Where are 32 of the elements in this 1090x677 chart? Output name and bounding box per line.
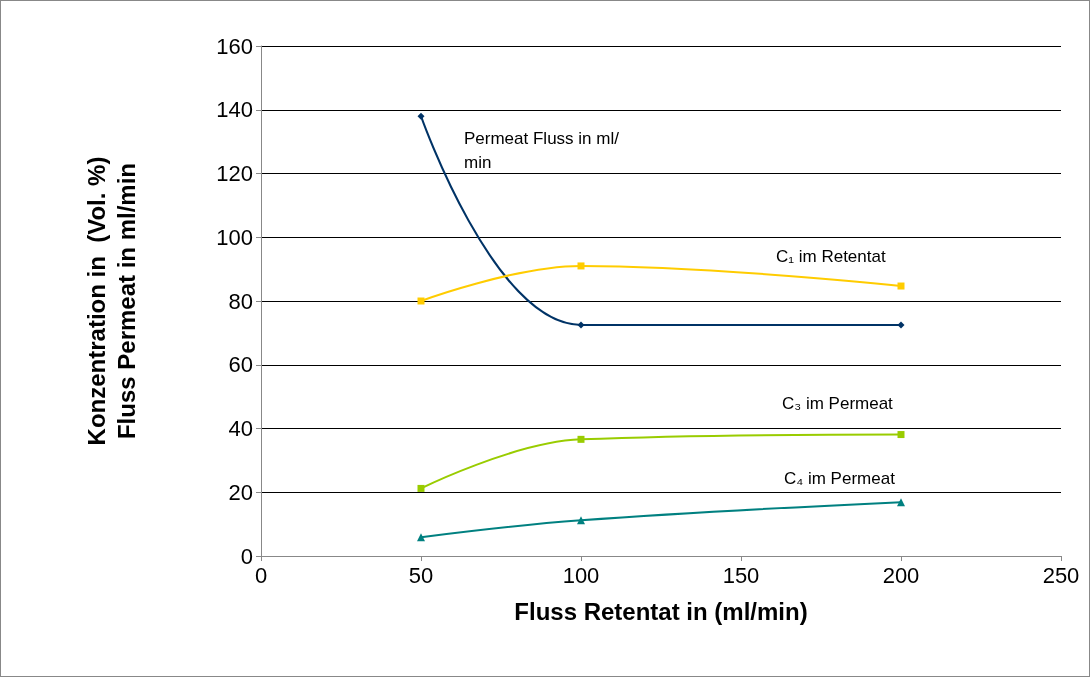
y-tick-label: 80 [228, 288, 253, 314]
y-tick-label: 20 [228, 479, 253, 505]
point [417, 297, 425, 305]
point [897, 282, 905, 290]
point [897, 321, 905, 329]
y-tick-label: 0 [240, 543, 253, 569]
point [577, 435, 585, 443]
y-axis-title: Konzentration in (Vol. %) Fluss Permeat in ml/min [82, 156, 140, 446]
y-tick-label: 140 [216, 97, 253, 123]
point [897, 498, 905, 507]
series-label: C₁ im Retentat [776, 246, 886, 266]
point [577, 321, 585, 329]
x-tick-label: 250 [1042, 562, 1080, 588]
y-tick-label: 100 [216, 224, 253, 250]
x-tick-label: 50 [408, 562, 434, 588]
point [577, 516, 585, 525]
y-tick-label: 160 [216, 33, 253, 59]
x-tick-label: 150 [722, 562, 760, 588]
x-tick-label: 200 [882, 562, 920, 588]
point [897, 431, 905, 439]
y-tick-label: 120 [216, 161, 253, 186]
point [417, 484, 425, 492]
series-label: Permeat Fluss in ml/min [464, 128, 620, 172]
point [417, 533, 425, 542]
y-tick-label: 60 [228, 352, 253, 378]
point [417, 112, 425, 120]
x-tick-label: 100 [562, 562, 600, 588]
series-label: C₃ im Permeat [782, 393, 894, 413]
point [577, 262, 585, 270]
x-axis-title: Fluss Retentat in (ml/min) [514, 597, 808, 625]
series-label: C₄ im Permeat [784, 468, 896, 488]
y-tick-label: 40 [228, 416, 253, 441]
